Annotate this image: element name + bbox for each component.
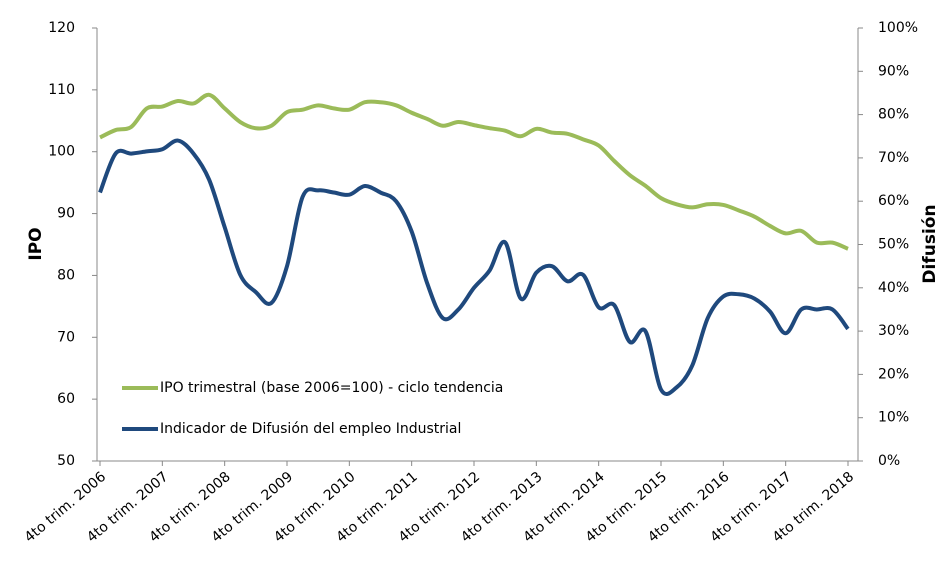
y-tick-label: 100 (48, 144, 75, 160)
y-tick-label: 120 (48, 20, 75, 36)
y2-tick-label: 100% (878, 20, 918, 36)
y2-tick-label: 80% (878, 107, 909, 123)
y2-tick-label: 90% (878, 63, 909, 79)
legend-label: Indicador de Difusión del empleo Industr… (160, 421, 461, 437)
y-tick-label: 90 (57, 206, 75, 222)
y-tick-label: 80 (57, 267, 75, 283)
y-axis-label: IPO (26, 227, 46, 260)
y2-tick-label: 20% (878, 366, 909, 382)
y2-tick-label: 60% (878, 193, 909, 209)
y-tick-label: 50 (57, 453, 75, 469)
series-line (99, 92, 849, 251)
y2-tick-label: 40% (878, 280, 909, 296)
legend-label: IPO trimestral (base 2006=100) - ciclo t… (160, 380, 503, 396)
y2-tick-label: 30% (878, 323, 909, 339)
y2-tick-label: 10% (878, 410, 909, 426)
y-tick-label: 60 (57, 391, 75, 407)
y-tick-label: 70 (57, 329, 75, 345)
y-tick-label: 110 (48, 82, 75, 98)
series-line (98, 138, 850, 397)
y2-tick-label: 70% (878, 150, 909, 166)
y2-tick-label: 0% (878, 453, 900, 469)
y2-tick-label: 50% (878, 237, 909, 253)
y2-axis-label: Difusión (920, 204, 940, 283)
